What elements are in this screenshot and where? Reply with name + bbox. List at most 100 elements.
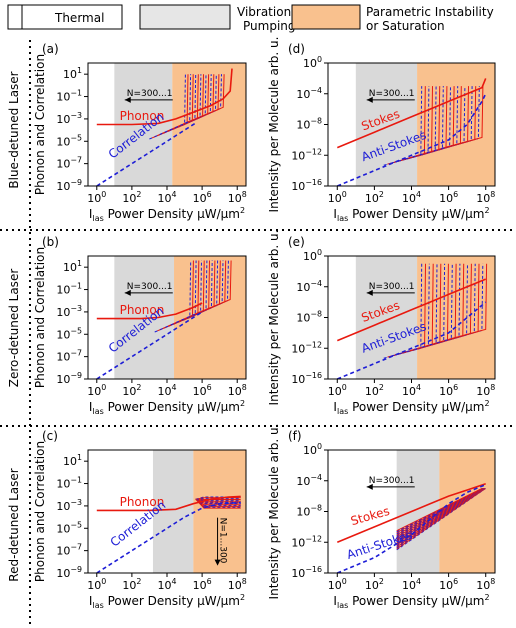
y-tick-label: 10−7 bbox=[56, 156, 82, 171]
x-tick-label: 106 bbox=[193, 383, 212, 398]
x-tick-label: 108 bbox=[476, 577, 495, 592]
region-pumping bbox=[114, 256, 175, 379]
series-phonon bbox=[96, 302, 203, 320]
x-tick-label: 100 bbox=[328, 383, 347, 398]
x-tick-label: 106 bbox=[193, 190, 212, 205]
y-tick-label: 101 bbox=[63, 453, 82, 468]
legend: Thermal Vibrational Pumping Parametric I… bbox=[7, 4, 494, 33]
x-tick-label: 106 bbox=[439, 577, 458, 592]
legend-label-pumping-2: Pumping bbox=[243, 19, 296, 33]
fan-curve bbox=[396, 487, 483, 532]
x-tick-label: 100 bbox=[87, 190, 106, 205]
panel-e: 100 102 104 106 10810−1610−1210−810−4100Ilas… bbox=[267, 230, 496, 416]
fan-curve bbox=[396, 487, 484, 539]
x-tick-label: 102 bbox=[365, 190, 384, 205]
annotation-label: N=300...1 bbox=[369, 282, 415, 292]
y-tick-label: 10−3 bbox=[56, 111, 82, 126]
series-label-phonon: Phonon bbox=[120, 109, 165, 123]
x-tick-label: 104 bbox=[402, 383, 421, 398]
x-tick-label: 100 bbox=[87, 577, 106, 592]
x-tick-label: 108 bbox=[476, 190, 495, 205]
x-tick-label: 106 bbox=[193, 577, 212, 592]
annotation-label: N=300...1 bbox=[127, 89, 173, 99]
y-tick-label: 10−16 bbox=[291, 178, 322, 193]
fan-curve bbox=[195, 498, 241, 507]
y-tick-label: 100 bbox=[303, 55, 322, 70]
x-tick-label: 102 bbox=[122, 577, 141, 592]
x-tick-label: 100 bbox=[328, 190, 347, 205]
x-axis-label: Ilas Power Density μW/μm2 bbox=[89, 206, 245, 223]
y-axis-label: Phonon and Correlation bbox=[33, 54, 47, 195]
y-tick-label: 10−4 bbox=[296, 86, 322, 101]
fan-curve bbox=[444, 86, 484, 148]
x-tick-label: 102 bbox=[365, 383, 384, 398]
series-label-stokes: Stokes bbox=[349, 504, 391, 528]
series-correlation bbox=[96, 501, 241, 573]
y-tick-label: 10−12 bbox=[291, 340, 322, 355]
region-pumping bbox=[396, 450, 440, 573]
annotation-label: N=300...1 bbox=[369, 89, 415, 99]
legend-label-thermal: Thermal bbox=[54, 11, 104, 25]
panel-a: 100 102 104 106 108 10−9 10−7 10−5 10−3 10−1 101 Il… bbox=[33, 42, 247, 223]
y-tick-label: 10−12 bbox=[291, 147, 322, 162]
legend-label-pumping-1: Vibrational bbox=[237, 5, 302, 19]
series-stokes bbox=[336, 78, 487, 149]
y-tick-label: 10−7 bbox=[56, 543, 82, 558]
x-tick-label: 100 bbox=[87, 383, 106, 398]
x-tick-label: 108 bbox=[228, 190, 247, 205]
region-pumping bbox=[355, 63, 418, 186]
x-tick-label: 104 bbox=[157, 383, 176, 398]
series-phonon bbox=[96, 495, 241, 512]
fan-curve bbox=[448, 263, 488, 340]
x-axis-label: Ilas Power Density μW/μm2 bbox=[333, 399, 489, 416]
legend-swatch-pumping bbox=[139, 4, 231, 30]
series-anti-stokes bbox=[336, 301, 487, 379]
fan-curve bbox=[195, 498, 241, 508]
series-stokes bbox=[336, 483, 486, 544]
annotation-label: N=300...1 bbox=[127, 282, 173, 292]
panel-label: (b) bbox=[42, 235, 59, 249]
panel-label: (f) bbox=[288, 429, 302, 443]
y-tick-label: 10−9 bbox=[56, 178, 82, 193]
region-instability bbox=[174, 256, 246, 379]
y-tick-label: 10−7 bbox=[56, 349, 82, 364]
y-tick-label: 10−12 bbox=[291, 534, 322, 549]
annotation-label: N=300...1 bbox=[369, 476, 415, 486]
region-pumping bbox=[355, 256, 418, 379]
y-tick-label: 100 bbox=[303, 248, 322, 263]
row-label-zero: Zero-detuned Laser bbox=[7, 269, 21, 388]
x-axis-label: Ilas Power Density μW/μm2 bbox=[333, 593, 489, 610]
panel-label: (a) bbox=[42, 42, 59, 56]
y-tick-label: 10−8 bbox=[296, 504, 322, 519]
fan-curve bbox=[194, 260, 232, 315]
panel-f: 100 102 104 106 10810−1610−1210−810−4100Ilas… bbox=[267, 424, 496, 610]
fan-curve bbox=[396, 487, 486, 549]
legend-label-instability-2: or Saturation bbox=[366, 19, 445, 33]
x-axis-label: Ilas Power Density μW/μm2 bbox=[89, 593, 245, 610]
panel-label: (e) bbox=[288, 235, 305, 249]
x-axis-label: Ilas Power Density μW/μm2 bbox=[89, 399, 245, 416]
x-tick-label: 102 bbox=[122, 190, 141, 205]
y-tick-label: 10−3 bbox=[56, 304, 82, 319]
series-label-phonon: Phonon bbox=[120, 495, 165, 509]
fan-curve bbox=[187, 74, 225, 123]
y-tick-label: 10−1 bbox=[56, 476, 82, 491]
x-axis-label: Ilas Power Density μW/μm2 bbox=[333, 206, 489, 223]
y-tick-label: 101 bbox=[63, 259, 82, 274]
annotation-label: N=1...300 bbox=[218, 518, 228, 564]
region-instability bbox=[193, 450, 246, 573]
x-tick-label: 104 bbox=[402, 577, 421, 592]
x-tick-label: 102 bbox=[365, 577, 384, 592]
panel-label: (d) bbox=[288, 42, 305, 56]
y-tick-label: 10−4 bbox=[296, 279, 322, 294]
y-tick-label: 101 bbox=[63, 66, 82, 81]
y-tick-label: 10−16 bbox=[291, 565, 322, 580]
series-phonon bbox=[96, 68, 233, 126]
row-label-red: Red-detuned Laser bbox=[7, 468, 21, 582]
y-tick-label: 10−8 bbox=[296, 117, 322, 132]
row-label-blue: Blue-detuned Laser bbox=[7, 71, 21, 188]
x-tick-label: 100 bbox=[328, 577, 347, 592]
series-correlation bbox=[96, 121, 198, 186]
x-tick-label: 108 bbox=[228, 383, 247, 398]
y-axis-label: Intensity per Molecule arb. u. bbox=[267, 37, 281, 213]
